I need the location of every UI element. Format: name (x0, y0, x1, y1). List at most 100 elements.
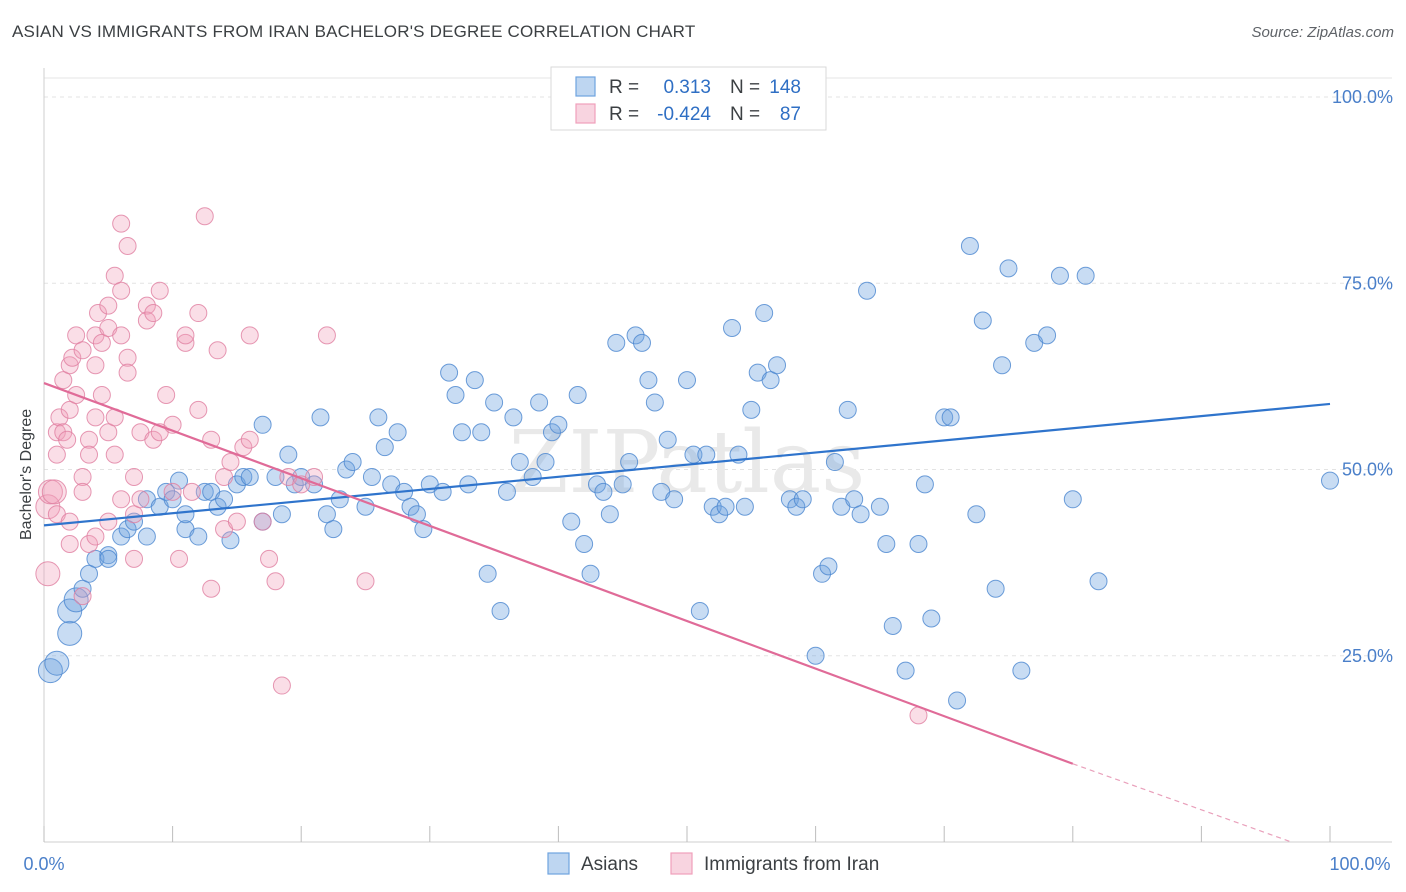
point-asians-106 (787, 497, 806, 516)
point-asians-140 (1321, 471, 1339, 490)
legend-n-label-1: N = (730, 104, 760, 125)
point-iran-41 (137, 296, 156, 315)
point-iran-55 (189, 304, 208, 323)
point-asians-10 (112, 527, 131, 546)
point-asians-31 (253, 415, 272, 434)
point-asians-43 (343, 453, 362, 472)
point-iran-10 (60, 356, 79, 375)
point-iran-45 (150, 281, 169, 300)
point-asians-70 (536, 453, 555, 472)
point-asians-126 (948, 691, 967, 710)
point-iran-8 (58, 430, 77, 449)
point-asians-80 (607, 333, 626, 352)
point-asians-47 (375, 438, 394, 457)
point-asians-104 (768, 356, 787, 375)
point-asians-135 (1038, 326, 1057, 345)
point-asians-131 (993, 356, 1012, 375)
bottom-legend-swatch-iran (670, 852, 693, 875)
point-asians-8 (99, 546, 118, 565)
point-iran-17 (80, 430, 99, 449)
trendline-iran (43, 382, 1074, 765)
legend-r-label-1: R = (609, 104, 639, 125)
y-tick-label-50: 50.0% (1342, 460, 1393, 480)
point-asians-118 (877, 535, 896, 553)
point-iran-6 (54, 371, 73, 390)
point-asians-51 (401, 497, 420, 516)
point-asians-85 (639, 371, 658, 390)
point-iran-15 (73, 467, 92, 486)
point-asians-124 (935, 408, 954, 427)
point-asians-25 (215, 490, 234, 509)
point-iran-51 (176, 333, 195, 352)
point-asians-122 (915, 475, 934, 494)
point-asians-86 (645, 393, 664, 412)
point-asians-24 (208, 497, 227, 516)
y-tick-label-75: 75.0% (1342, 273, 1393, 293)
x-tick-label-0: 0.0% (23, 854, 64, 874)
point-asians-120 (896, 661, 915, 680)
point-asians-61 (472, 423, 491, 442)
point-iran-26 (99, 423, 118, 442)
point-iran-23 (92, 333, 111, 352)
point-iran-47 (157, 386, 176, 404)
point-asians-37 (305, 475, 324, 494)
point-asians-92 (690, 602, 709, 621)
point-asians-72 (549, 415, 568, 434)
point-asians-116 (858, 281, 877, 300)
point-asians-66 (504, 408, 523, 427)
point-asians-0 (37, 658, 63, 684)
point-asians-46 (369, 408, 388, 427)
point-asians-26 (221, 531, 240, 550)
point-iran-33 (112, 214, 131, 233)
point-asians-136 (1050, 266, 1069, 285)
y-axis-label: Bachelor's Degree (18, 408, 35, 540)
point-iran-43 (144, 304, 163, 323)
source-label: Source: ZipAtlas.com (1251, 24, 1394, 41)
point-iran-19 (86, 408, 105, 427)
point-asians-4 (63, 587, 89, 613)
point-asians-9 (99, 549, 118, 568)
point-asians-107 (793, 490, 812, 509)
bottom-legend-label-iran: Immigrants from Iran (704, 854, 879, 875)
point-asians-125 (941, 408, 960, 427)
point-iran-81 (80, 535, 99, 553)
point-asians-102 (755, 304, 774, 323)
point-asians-60 (465, 371, 484, 390)
point-iran-83 (99, 512, 118, 531)
point-asians-133 (1012, 661, 1031, 680)
point-asians-65 (497, 482, 516, 501)
point-iran-16 (73, 482, 92, 501)
point-asians-90 (678, 371, 696, 390)
series-asians-points (37, 237, 1339, 710)
point-asians-5 (73, 579, 92, 598)
point-asians-111 (825, 453, 844, 472)
point-asians-34 (279, 445, 298, 464)
point-iran-52 (176, 326, 195, 345)
bottom-legend-label-asians: Asians (581, 854, 638, 875)
point-asians-114 (845, 490, 864, 509)
point-asians-121 (909, 535, 928, 553)
point-asians-17 (163, 490, 182, 509)
point-asians-18 (170, 471, 189, 490)
point-asians-100 (742, 400, 761, 419)
point-asians-16 (157, 482, 176, 501)
point-iran-42 (137, 311, 156, 330)
point-asians-63 (485, 393, 504, 412)
point-asians-42 (337, 460, 356, 479)
point-iran-84 (112, 490, 131, 509)
point-iran-14 (73, 341, 92, 360)
point-asians-49 (388, 423, 407, 442)
point-asians-95 (710, 505, 729, 524)
point-asians-81 (613, 475, 632, 494)
point-asians-130 (986, 579, 1005, 598)
point-asians-21 (189, 527, 208, 546)
point-asians-103 (761, 371, 780, 390)
point-asians-71 (542, 423, 561, 442)
point-iran-40 (131, 490, 150, 509)
point-iran-3 (47, 423, 66, 442)
point-iran-36 (118, 363, 137, 382)
series-iran-points (35, 207, 928, 725)
point-asians-113 (838, 400, 857, 419)
point-asians-2 (57, 620, 83, 646)
